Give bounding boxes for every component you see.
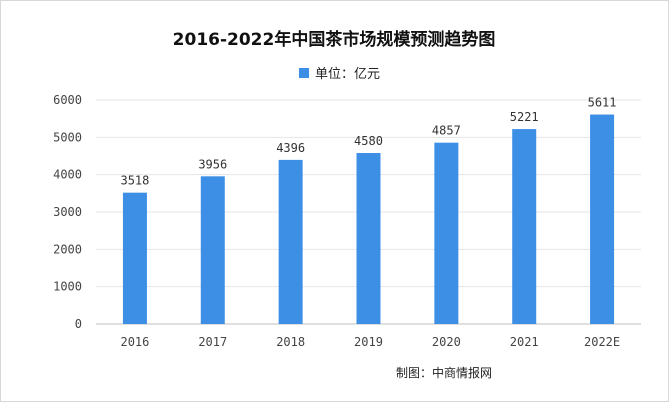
bar-2016 bbox=[122, 192, 147, 324]
x-tick-label-2020: 2020 bbox=[432, 335, 461, 349]
y-tick-label: 4000 bbox=[53, 168, 82, 182]
data-labels: 3518 3956 4396 4580 4857 5221 5611 bbox=[120, 96, 616, 188]
data-label-2016: 3518 bbox=[120, 174, 149, 188]
x-tick-label-2022E: 2022E bbox=[584, 335, 620, 349]
y-tick-label: 3000 bbox=[53, 205, 82, 219]
y-tick-label: 1000 bbox=[53, 280, 82, 294]
data-label-2022E: 5611 bbox=[588, 96, 617, 110]
x-tick-label-2019: 2019 bbox=[354, 335, 383, 349]
y-tick-label: 6000 bbox=[53, 93, 82, 107]
y-axis: 0 1000 2000 3000 4000 5000 6000 bbox=[53, 93, 82, 331]
bar-2017 bbox=[200, 176, 225, 324]
data-label-2020: 4857 bbox=[432, 124, 461, 138]
x-tick-label-2018: 2018 bbox=[276, 335, 305, 349]
chart-title: 2016-2022年中国茶市场规模预测趋势图 bbox=[173, 29, 496, 50]
x-tick-label-2021: 2021 bbox=[510, 335, 539, 349]
bar-2021 bbox=[512, 129, 537, 324]
legend-label: 单位：亿元 bbox=[315, 67, 380, 82]
legend: 单位：亿元 bbox=[299, 67, 380, 82]
bar-2018 bbox=[278, 159, 303, 324]
bar-2020 bbox=[434, 142, 459, 324]
x-axis: 2016 2017 2018 2019 2020 2021 2022E bbox=[120, 335, 620, 349]
data-label-2021: 5221 bbox=[510, 110, 539, 124]
y-tick-label: 2000 bbox=[53, 242, 82, 256]
source-note: 制图：中商情报网 bbox=[396, 365, 492, 380]
x-tick-label-2017: 2017 bbox=[198, 335, 227, 349]
y-tick-label: 0 bbox=[75, 317, 82, 331]
y-tick-label: 5000 bbox=[53, 130, 82, 144]
legend-swatch bbox=[299, 68, 309, 78]
bars bbox=[122, 114, 615, 324]
bar-2022E bbox=[590, 114, 615, 324]
x-tick-label-2016: 2016 bbox=[120, 335, 149, 349]
data-label-2017: 3956 bbox=[198, 157, 227, 171]
data-label-2018: 4396 bbox=[276, 141, 305, 155]
data-label-2019: 4580 bbox=[354, 134, 383, 148]
bar-2019 bbox=[356, 153, 381, 324]
